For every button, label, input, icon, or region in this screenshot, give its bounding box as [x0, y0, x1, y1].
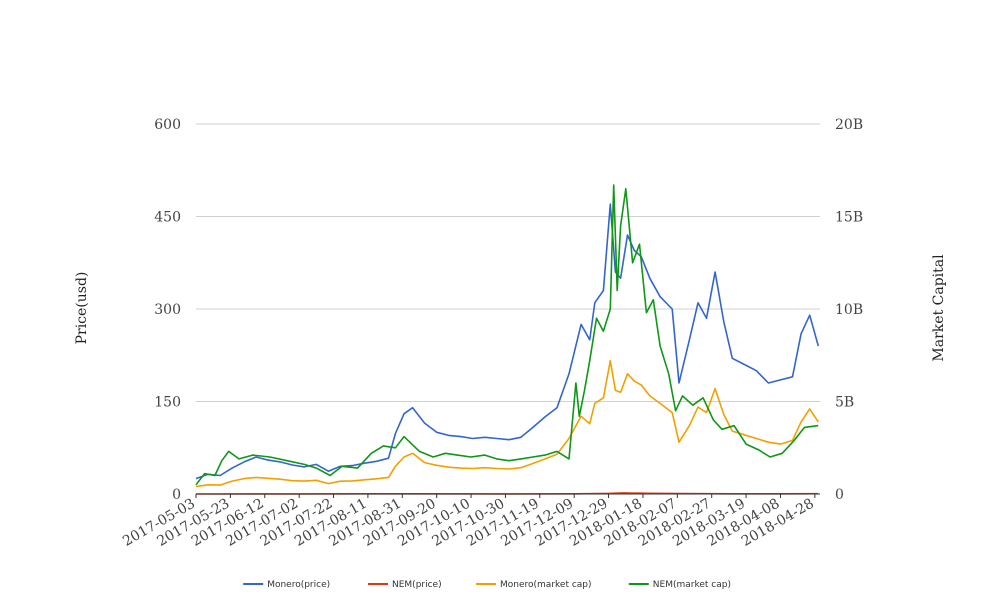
legend-label-monero-market-cap: Monero(market cap): [500, 580, 592, 590]
series-line-monero-market-cap: [195, 360, 819, 488]
series-line-nem-market-cap: [195, 184, 819, 486]
y-tick-label-left: 150: [154, 395, 181, 411]
y-axis-title-left: Price(usd): [74, 272, 90, 345]
grid: [196, 123, 820, 495]
y-tick-label-left: 0: [172, 487, 181, 503]
y-tick-label-left: 600: [154, 117, 181, 133]
legend-label-nem-price: NEM(price): [392, 580, 442, 590]
series-line-monero-price: [195, 203, 820, 480]
y-tick-label-right: 0: [835, 487, 844, 503]
plot-area: [195, 184, 820, 495]
y-axis-title-right: Market Capital: [931, 254, 947, 362]
legend: Monero(price) NEM(price) Monero(market cap…: [243, 580, 731, 590]
y-tick-label-right: 20B: [835, 117, 863, 133]
y-tick-label-right: 10B: [835, 302, 863, 318]
y-tick-label-left: 450: [154, 210, 181, 226]
y-tick-label-right: 15B: [835, 210, 863, 226]
legend-label-monero-price: Monero(price): [267, 580, 330, 590]
legend-label-nem-market-cap: NEM(market cap): [653, 580, 731, 590]
y-tick-label-left: 300: [154, 302, 181, 318]
y-tick-label-right: 5B: [835, 395, 854, 411]
